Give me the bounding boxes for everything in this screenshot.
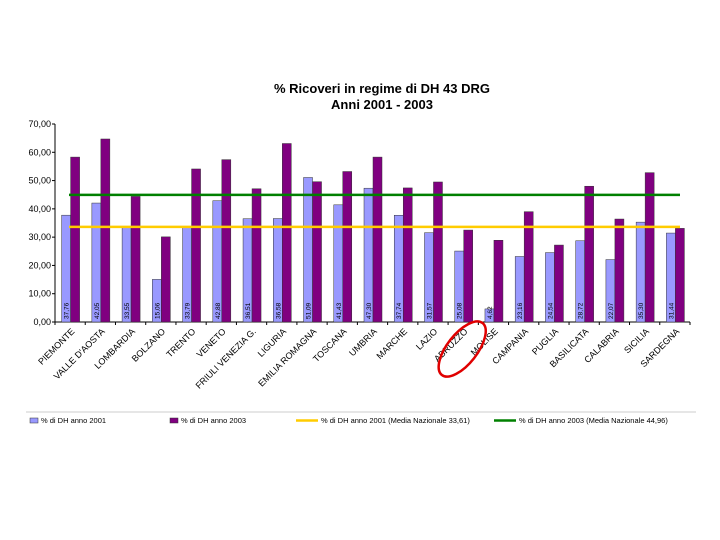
bar-2003 (251, 188, 262, 323)
plot-area: 0,00 10,00 20,00 30,00 40,00 50,00 60,00 70,00 3… (28, 119, 691, 391)
bar-2003 (130, 196, 141, 323)
legend-label: % di DH anno 2003 (Media Nazionale 44,96… (519, 416, 668, 425)
category-label: FRIULI VENEZIA G. (194, 326, 258, 390)
bar-2003 (493, 240, 504, 323)
bar-2003 (614, 218, 625, 323)
bar-2001 (303, 177, 313, 323)
bar-2003 (100, 138, 111, 323)
y-tick-label: 60,00 (28, 147, 51, 157)
data-label-2001: 37,76 (64, 302, 71, 319)
bar-2003 (70, 156, 80, 323)
bar-2003 (372, 156, 383, 323)
y-tick-label: 70,00 (28, 119, 51, 129)
data-label-2001: 31,44 (668, 302, 675, 319)
data-label-2001: 23,16 (517, 302, 524, 319)
y-tick-label: 40,00 (28, 204, 51, 214)
legend: % di DH anno 2001 % di DH anno 2003 % di D… (26, 411, 696, 425)
bar-2001 (363, 187, 374, 323)
data-label-2001: 25,08 (457, 302, 464, 319)
bar-2003 (402, 187, 413, 323)
data-label-2001: 36,58 (275, 302, 282, 319)
data-label-2001: 35,30 (638, 302, 645, 319)
bar-2003 (523, 211, 534, 323)
highlight-ellipse-abruzzo (437, 320, 487, 378)
category-label: LAZIO (414, 326, 439, 351)
category-label: TRENTO (164, 326, 197, 359)
data-label-2001: 47,30 (366, 302, 373, 319)
y-tick-label: 0,00 (33, 317, 51, 327)
category-label: PUGLIA (530, 326, 560, 356)
bar-2003 (554, 244, 564, 323)
data-label-2001: 24,54 (547, 302, 554, 319)
category-label: MARCHE (374, 326, 409, 361)
bar-2003 (221, 159, 232, 323)
y-tick-label: 20,00 (28, 260, 51, 270)
bar-2003 (584, 185, 594, 323)
data-label-2001: 42,88 (215, 302, 222, 319)
data-label-2001: 36,51 (245, 302, 252, 319)
bar-2003 (463, 229, 473, 323)
legend-swatch (169, 417, 179, 424)
data-label-2001: 41,43 (336, 302, 343, 319)
bar-2003 (161, 236, 171, 323)
chart-frame: % Ricoveri in regime di DH 43 DRG Anni 2… (22, 78, 700, 442)
data-label-2001: 37,74 (396, 302, 403, 319)
data-label-2001: 22,07 (608, 302, 615, 319)
chart: % Ricoveri in regime di DH 43 DRG Anni 2… (26, 81, 696, 425)
data-label-2001: 15,06 (154, 302, 161, 319)
chart-title-line1: % Ricoveri in regime di DH 43 DRG (274, 81, 490, 96)
data-label-2001: 51,09 (306, 302, 313, 319)
data-label-2001: 33,55 (124, 302, 131, 319)
data-label-2001: 31,57 (426, 302, 433, 319)
bar-2003 (342, 171, 353, 323)
legend-label: % di DH anno 2003 (181, 416, 246, 425)
bar-2003 (644, 172, 655, 323)
category-label: EMILIA ROMAGNA (256, 326, 318, 388)
data-label-2001: 33,79 (185, 302, 192, 319)
bar-2003 (312, 181, 322, 323)
data-label-2001: 42,05 (94, 302, 101, 319)
legend-label: % di DH anno 2001 (Media Nazionale 33,61… (321, 416, 470, 425)
legend-swatch (29, 417, 39, 424)
legend-label: % di DH anno 2001 (41, 416, 106, 425)
bar-2003 (282, 143, 292, 323)
bar-2003 (675, 228, 685, 323)
y-tick-label: 10,00 (28, 289, 51, 299)
data-label-2001: 28,72 (578, 302, 585, 319)
data-label-2001: 4,62 (487, 306, 494, 319)
y-tick-label: 30,00 (28, 232, 51, 242)
category-label: SICILIA (622, 326, 651, 355)
bar-2003 (191, 168, 201, 323)
chart-title-line2: Anni 2001 - 2003 (331, 97, 433, 112)
y-tick-label: 50,00 (28, 176, 51, 186)
bar-2003 (433, 181, 443, 323)
